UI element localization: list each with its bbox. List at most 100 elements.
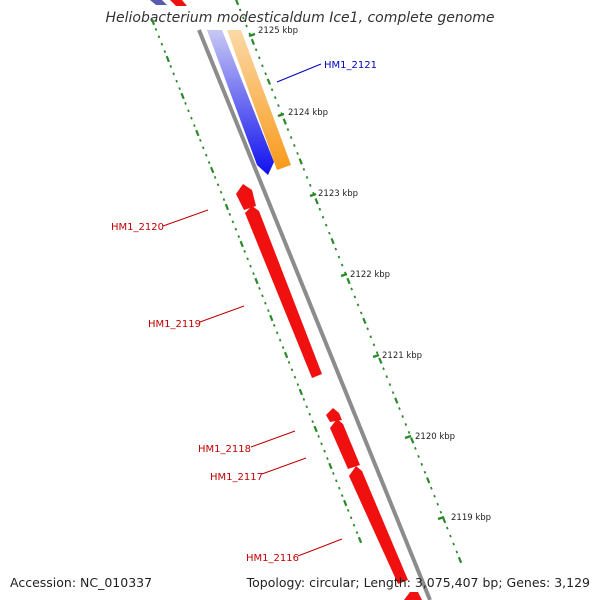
tick-inner-mark (275, 331, 279, 335)
tick-inner-mark (228, 212, 232, 216)
tick-inner-mark (204, 153, 208, 157)
tick-outer-mark (382, 367, 385, 371)
tick-outer-mark (430, 486, 433, 490)
tick-outer-mark (321, 215, 325, 219)
gene-label-hm1-2116[interactable]: HM1_2116 (246, 553, 299, 564)
tick-inner-mark (195, 129, 200, 137)
leader-hm1-2118 (250, 430, 296, 448)
tick-outer-mark (298, 158, 303, 165)
tick-inner-mark (320, 442, 323, 446)
gene-label-hm1-2117[interactable]: HM1_2117 (210, 472, 263, 483)
tick-inner-mark (239, 240, 244, 248)
tick-inner-mark (154, 27, 158, 31)
tick-inner-mark (357, 536, 363, 544)
tick-inner-mark (175, 79, 178, 83)
tick-inner-mark (180, 92, 185, 100)
tick-outer-mark (308, 183, 312, 187)
kbp-tick-2121 (372, 353, 380, 359)
gene-label-hm1-2120[interactable]: HM1_2120 (111, 222, 164, 233)
leader-hm1-2120 (162, 209, 209, 227)
tick-outer-mark (350, 287, 353, 291)
tick-outer-mark (388, 383, 392, 387)
tick-inner-mark (340, 494, 344, 498)
tick-outer-mark (436, 502, 439, 506)
tick-inner-mark (293, 375, 297, 379)
gene-arrow-hm1-2116[interactable] (349, 466, 408, 584)
gene-labels: HM1_2121 HM1_2120 HM1_2119 HM1_2118 HM1_… (111, 60, 377, 564)
tick-outer-mark (375, 351, 379, 355)
leader-hm1-2117 (261, 457, 307, 475)
gene-arrow-bottom-red[interactable] (404, 592, 422, 600)
kbp-label-2120: 2120 kbp (415, 432, 455, 442)
tick-inner-mark (308, 412, 312, 416)
tick-inner-mark (237, 235, 241, 239)
tick-outer-mark (378, 357, 383, 364)
tick-outer-mark (366, 327, 369, 331)
tick-inner-mark (209, 166, 215, 174)
tick-inner-mark (313, 425, 318, 433)
tick-outer-mark (346, 277, 351, 285)
gene-arrow-hm1-2120[interactable] (236, 184, 256, 210)
tick-inner-mark (296, 383, 300, 387)
genome-summary: Topology: circular; Length: 3,075,407 bp… (246, 575, 590, 590)
tick-inner-mark (287, 360, 291, 364)
tick-outer-mark (238, 8, 242, 12)
tick-inner-mark (160, 42, 164, 46)
tick-inner-mark (290, 368, 294, 372)
tick-inner-mark (172, 72, 175, 76)
tick-outer-mark (289, 136, 293, 139)
tick-inner-mark (178, 87, 181, 91)
tick-inner-mark (343, 499, 348, 507)
tick-inner-mark (261, 294, 264, 298)
gene-arrow-hm1-2117[interactable] (330, 419, 360, 469)
tick-outer-mark (302, 167, 306, 171)
cds-arrow-hm1-2121[interactable] (227, 30, 291, 170)
accession-text: Accession: NC_010337 (10, 575, 153, 590)
map-title: Heliobacterium modesticaldum Ice1, compl… (105, 10, 495, 26)
kbp-tick-2124 (277, 112, 285, 118)
kbp-label-2124: 2124 kbp (288, 108, 328, 118)
leader-hm1-2121 (276, 63, 322, 83)
tick-outer-mark (270, 88, 274, 92)
tick-outer-mark (455, 550, 459, 554)
tick-outer-mark (356, 303, 360, 307)
kbp-label-2121: 2121 kbp (382, 351, 422, 361)
leader-hm1-2116 (297, 538, 343, 557)
gene-label-hm1-2121[interactable]: HM1_2121 (324, 60, 377, 71)
tick-outer-mark (245, 24, 248, 28)
tick-outer-mark (330, 237, 335, 245)
gene-arrow-top-red[interactable] (170, 0, 187, 6)
tick-inner-mark (272, 323, 276, 327)
tick-inner-mark (224, 203, 230, 211)
tick-inner-mark (305, 405, 309, 409)
tick-inner-mark (352, 523, 356, 527)
gene-label-hm1-2118[interactable]: HM1_2118 (198, 444, 251, 455)
tick-inner-mark (302, 397, 306, 401)
tick-inner-mark (199, 138, 202, 142)
tick-inner-mark (349, 516, 353, 520)
tick-inner-mark (332, 471, 335, 475)
gene-arrow-hm1-2119[interactable] (245, 206, 322, 378)
gene-arrow-hm1-2121[interactable] (207, 30, 274, 175)
tick-outer-mark (305, 175, 309, 179)
tick-inner-mark (278, 338, 282, 342)
gene-arrow-top-purple[interactable] (150, 0, 167, 5)
tick-inner-mark (317, 434, 320, 438)
kbp-tick-2125 (248, 32, 256, 38)
kbp-tick-2123 (309, 192, 317, 198)
tick-outer-mark (340, 263, 344, 267)
tick-outer-mark (439, 510, 443, 514)
gene-label-hm1-2119[interactable]: HM1_2119 (148, 319, 201, 330)
kbp-label-2123: 2123 kbp (318, 189, 358, 199)
tick-inner-mark (326, 457, 329, 461)
tick-outer-mark (445, 526, 449, 530)
tick-outer-mark (359, 311, 363, 315)
tick-outer-mark (391, 391, 395, 395)
tick-inner-mark (216, 183, 220, 187)
gene-arrow-hm1-2118[interactable] (326, 408, 342, 422)
tick-inner-mark (267, 309, 270, 313)
tick-outer-mark (369, 335, 373, 339)
tick-inner-mark (281, 346, 285, 350)
tick-outer-mark (457, 556, 463, 564)
